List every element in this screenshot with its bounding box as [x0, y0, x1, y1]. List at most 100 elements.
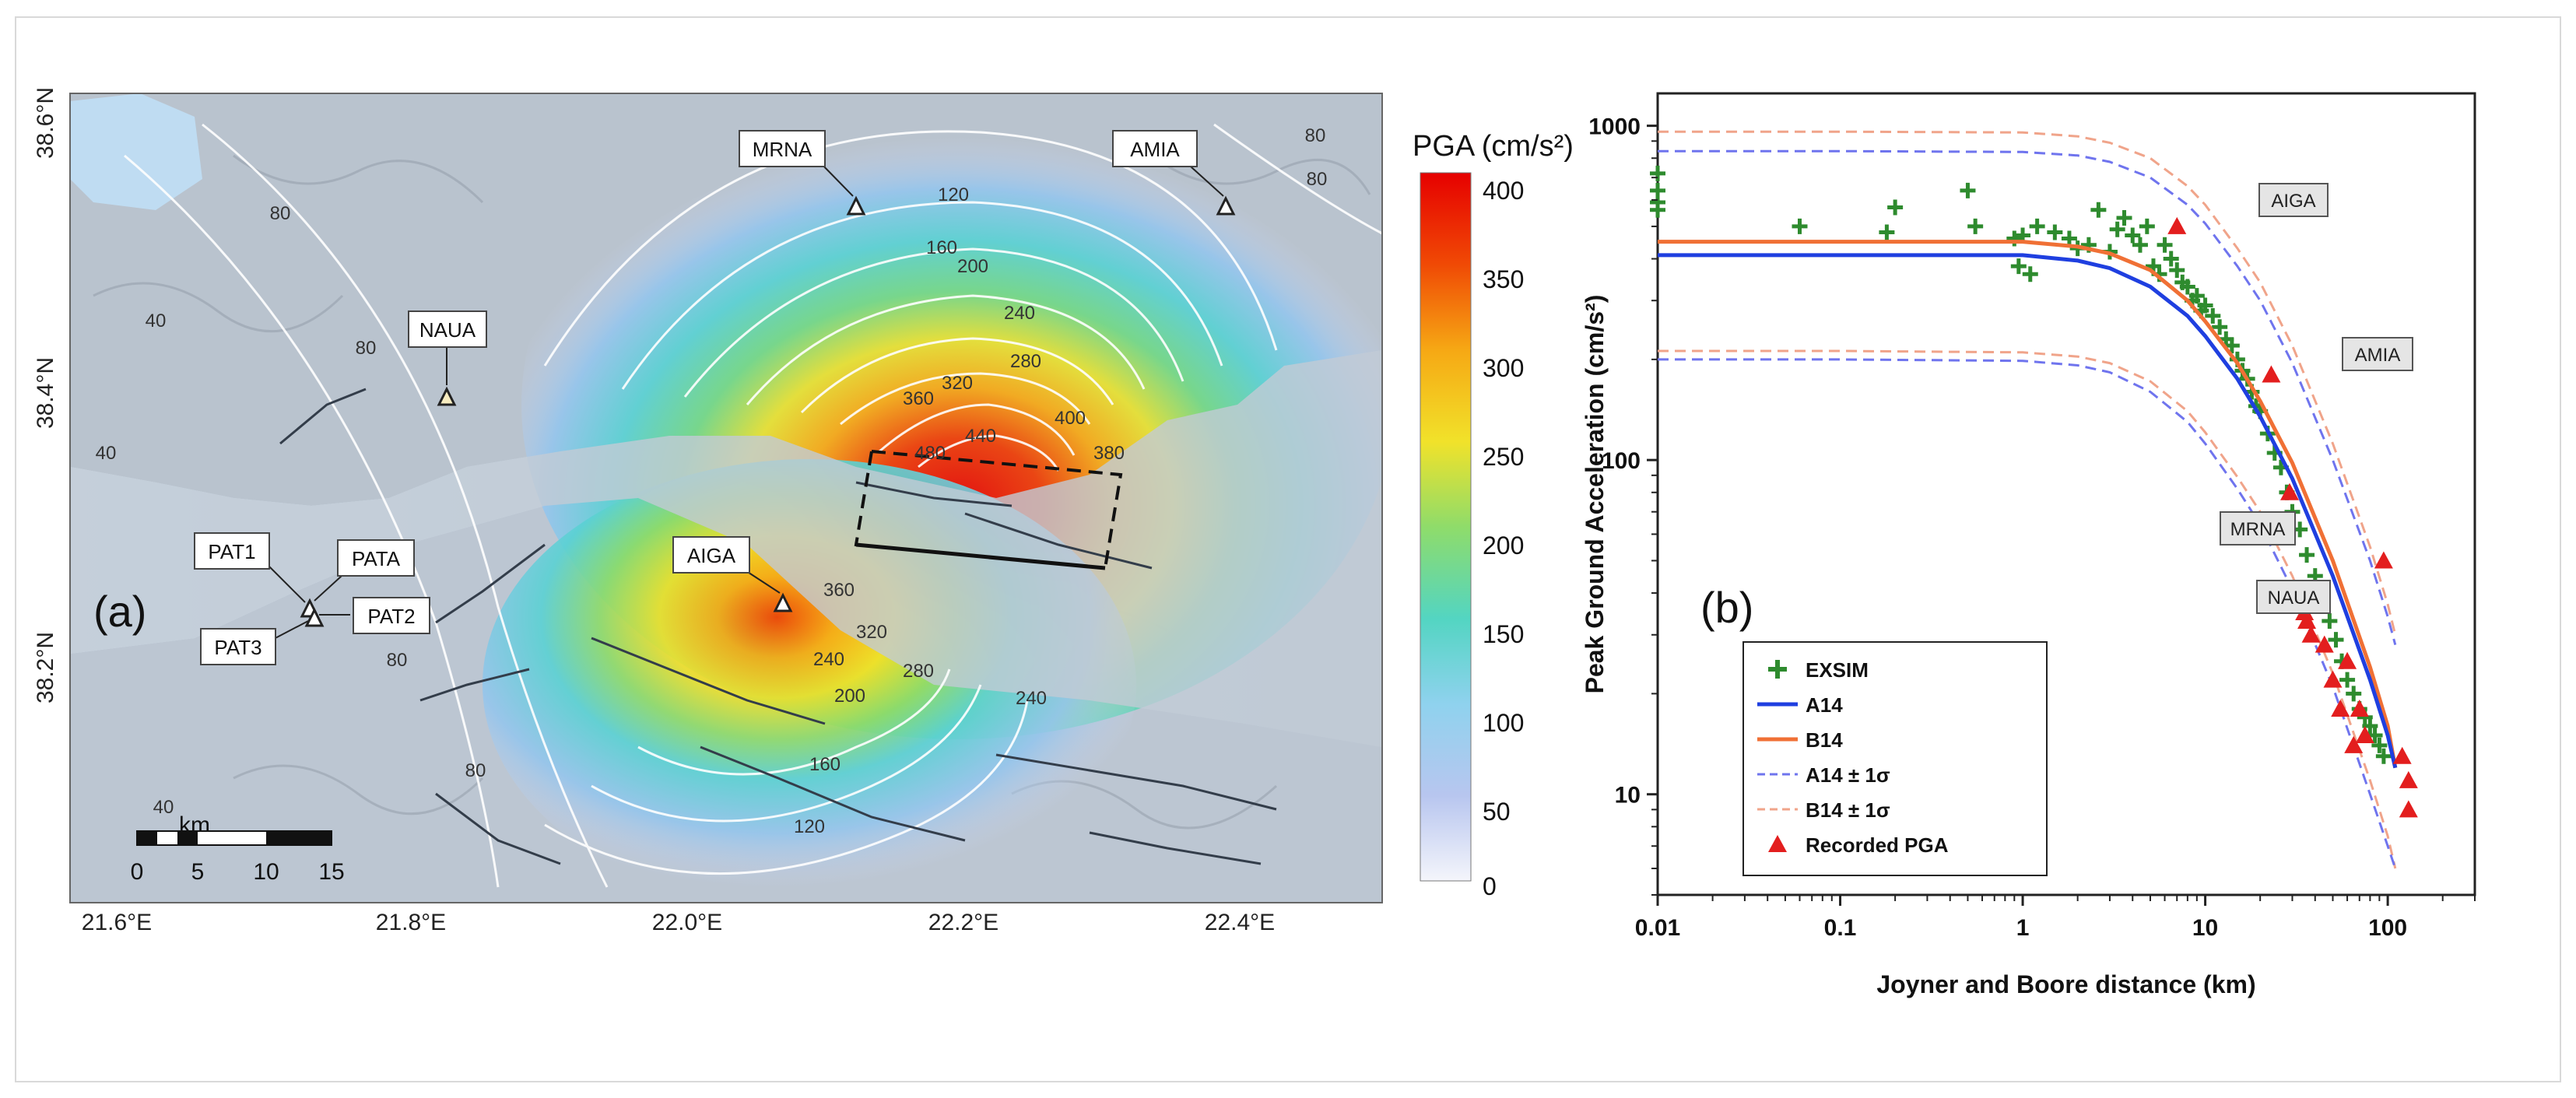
exsim-point: [1879, 224, 1895, 240]
station-mrna[interactable]: MRNA: [739, 130, 866, 216]
exsim-point: [2109, 221, 2125, 237]
lon-label: 21.6°E: [82, 910, 152, 935]
lat-label: 38.4°N: [33, 357, 58, 429]
lon-label: 22.2°E: [928, 910, 998, 935]
station-aiga[interactable]: AIGA: [672, 536, 793, 612]
a14-curve: [1658, 253, 2398, 769]
panel-label-b: (b): [1700, 583, 1753, 632]
exsim-point: [2169, 262, 2185, 279]
scale-bar: km 0 5 10 15: [131, 812, 345, 885]
colorbar-tick: 300: [1483, 354, 1524, 382]
sigma-line-y-lower: [1658, 349, 2397, 869]
contour-label: 120: [794, 816, 825, 837]
station-naua[interactable]: NAUA: [408, 310, 487, 406]
contour-label: 380: [1093, 443, 1125, 464]
station-label: AMIA: [1130, 138, 1180, 161]
chart-panel: 0.01 0.1 1 10 100 1000 100 10 Peak Ground Accel…: [1581, 92, 2476, 998]
station-label: PAT3: [214, 636, 261, 659]
legend-label: A14: [1806, 693, 1843, 717]
colorbar-tick: 150: [1483, 620, 1524, 648]
exsim-point: [2179, 279, 2195, 295]
exsim-point: [2090, 202, 2107, 218]
station-label: MRNA: [753, 138, 812, 161]
annotation-label: AIGA: [2271, 191, 2315, 212]
recorded-pga-point: [2350, 700, 2369, 717]
exsim-point: [2339, 672, 2356, 688]
contour-120: [543, 130, 1278, 367]
colorbar-tick: 100: [1483, 709, 1524, 737]
gulf-overlay: [70, 350, 1382, 747]
triangle-icon: [1216, 195, 1236, 216]
legend-marker-exsim: [1768, 660, 1787, 679]
map-area: [70, 93, 1382, 903]
contour-label: 200: [957, 256, 988, 277]
station-label: PAT1: [208, 540, 255, 563]
chart-ticks: 0.01 0.1 1 10 100 1000 100 10: [1588, 114, 2476, 941]
contour-label: 240: [1016, 688, 1047, 709]
contour-label: 80: [465, 760, 486, 781]
x-tick-label: 10: [2192, 915, 2218, 941]
contour-label: 280: [903, 661, 934, 682]
annotation-label: NAUA: [2268, 588, 2320, 609]
contour-240: [746, 294, 1146, 405]
recorded-pga-point: [2315, 635, 2334, 653]
exsim-point: [2205, 307, 2221, 324]
sigma-line-y-upper: [1658, 130, 2397, 636]
recorded-pga-point: [2399, 800, 2418, 818]
contour-200: [683, 247, 1184, 398]
scale-tick: 15: [318, 859, 344, 885]
contour-label: 40: [153, 797, 174, 818]
contour-label: 240: [1004, 303, 1035, 324]
exsim-point: [2116, 210, 2132, 226]
contour-label: 360: [903, 388, 934, 409]
sigma-line-y-lower: [1658, 358, 2397, 869]
exsim-point: [2006, 230, 2023, 247]
contour-labels: 40 40 40 80 80 80 80 80 80 120 120 160 1…: [96, 125, 1328, 837]
exsim-point: [2029, 218, 2045, 234]
recorded-pga-point: [2399, 770, 2418, 788]
recorded-pga-point: [2374, 551, 2393, 569]
contour-160: [621, 201, 1223, 390]
station-label: NAUA: [419, 318, 476, 342]
contour-320: [840, 372, 1091, 426]
exsim-point: [2371, 737, 2388, 753]
station-amia[interactable]: AMIA: [1112, 130, 1236, 216]
stations: MRNA AMIA NAUA AIGA: [194, 130, 1236, 665]
contour-280: [800, 337, 1114, 414]
contour-label: 440: [965, 426, 996, 447]
contour-south-200: [637, 668, 951, 776]
y-tick-label: 1000: [1588, 114, 1641, 140]
colorbar-title: PGA (cm/s²): [1413, 130, 1574, 163]
station-patras-cluster[interactable]: PAT1 PATA PAT2 PAT3: [194, 532, 430, 665]
exsim-point: [2322, 612, 2338, 629]
recorded-pga-point: [2167, 216, 2187, 234]
colorbar-tick: 200: [1483, 531, 1524, 560]
x-axis-label: Joyner and Boore distance (km): [1876, 970, 2255, 998]
triangle-icon: [846, 195, 866, 216]
fault-rupture-top-edge: [855, 542, 1106, 570]
lon-label: 21.8°E: [376, 910, 446, 935]
triangle-icon: [304, 607, 325, 627]
contour-ne-80: [1213, 123, 1382, 235]
contour-label: 40: [146, 310, 167, 332]
chart-annotations: AIGA AMIA MRNA NAUA: [2220, 183, 2413, 614]
map-panel: 38.6°N 38.4°N 38.2°N 21.6°E 21.8°E 22.0°…: [33, 87, 1574, 935]
sigma-line-y-upper: [1658, 149, 2397, 645]
scale-tick: 0: [131, 859, 144, 885]
recorded-pga-point: [2392, 746, 2412, 764]
contour-label: 280: [1010, 351, 1041, 372]
exsim-point: [1967, 218, 1984, 234]
exsim-point: [2047, 224, 2063, 240]
colorbar: PGA (cm/s²) 400 350 300 250 200 150 100 …: [1413, 130, 1574, 900]
lon-label: 22.0°E: [652, 910, 722, 935]
legend-label: B14 ± 1σ: [1806, 798, 1890, 822]
y-axis-label: Peak Ground Acceleration (cm/s²): [1581, 295, 1609, 694]
contour-label: 160: [809, 754, 841, 775]
contour-label: 120: [938, 184, 969, 205]
exsim-point: [2346, 686, 2362, 702]
pga-contours: [124, 123, 1382, 888]
triangle-icon: [773, 592, 793, 612]
contour-400: [918, 434, 1060, 472]
exsim-point: [2022, 266, 2038, 282]
